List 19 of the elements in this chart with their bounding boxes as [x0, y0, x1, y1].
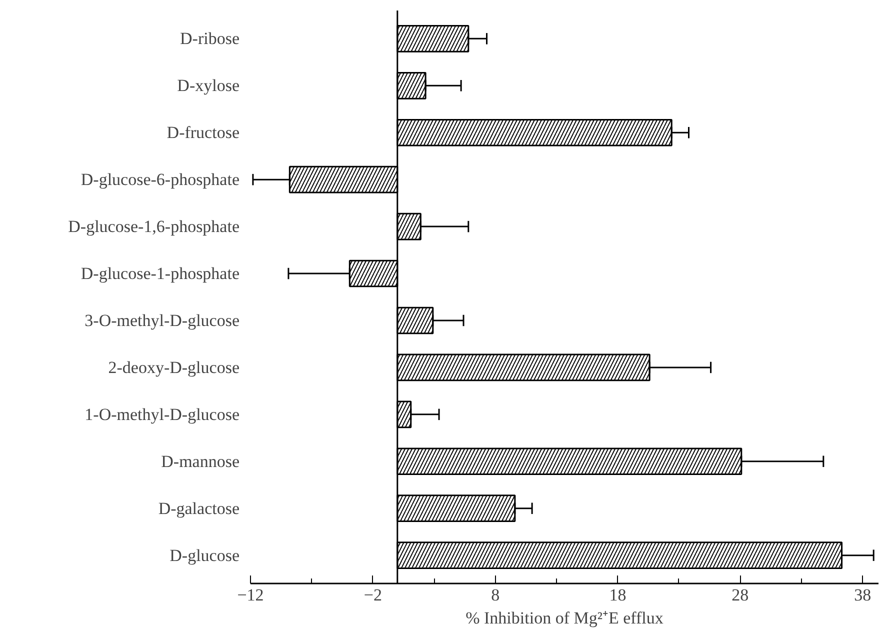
y-tick-label: D-ribose: [180, 29, 240, 48]
y-tick-label: D-glucose-1,6-phosphate: [68, 217, 240, 236]
x-tick-label: 8: [491, 586, 500, 604]
y-tick-label: D-glucose: [170, 546, 240, 565]
y-tick-label: 2-deoxy-D-glucose: [108, 358, 240, 377]
y-tick-label: D-fructose: [166, 123, 240, 142]
y-tick-label: 1-O-methyl-D-glucose: [84, 404, 240, 424]
x-tick-label: 18: [609, 586, 626, 604]
y-tick-label: D-glucose-1-phosphate: [80, 264, 240, 284]
y-tick-label: D-xylose: [177, 76, 240, 96]
y-tick-label: D-mannose: [161, 452, 240, 471]
y-tick-label: 3-O-methyl-D-glucose: [84, 310, 240, 330]
x-tick-label: 28: [732, 586, 749, 604]
x-axis-title: % Inhibition of Mg²⁺E efflux: [466, 608, 664, 628]
x-tick-label: 38: [854, 586, 872, 604]
y-tick-label: D-galactose: [158, 498, 240, 518]
x-tick-label: −2: [364, 586, 382, 604]
x-tick-label: −12: [237, 586, 264, 604]
y-tick-label: D-glucose-6-phosphate: [80, 170, 240, 190]
